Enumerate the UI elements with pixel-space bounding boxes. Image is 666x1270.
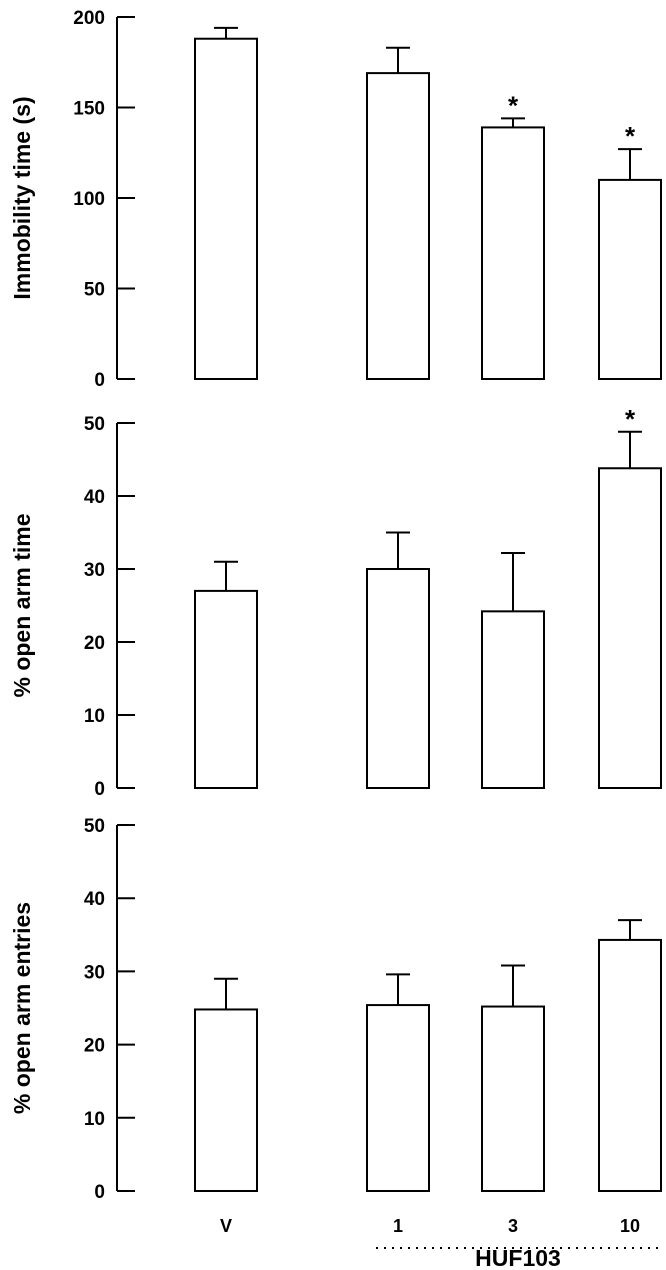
- y-tick-label: 100: [73, 189, 105, 210]
- group-label: HUF103: [475, 1245, 561, 1270]
- bar-10: [598, 938, 662, 1193]
- y-tick-label: 50: [84, 280, 105, 301]
- bar-3: [481, 1005, 545, 1193]
- panel-1: 0 50 100 150 200 Immobility time (s) * *: [9, 8, 662, 391]
- bar-1: [366, 72, 430, 381]
- y-tick-label: 50: [84, 414, 105, 435]
- y-tick-label: 200: [73, 8, 105, 29]
- bar-10: [598, 178, 662, 380]
- y-axis-label: Immobility time (s): [9, 96, 35, 299]
- bar-v: [194, 589, 258, 790]
- y-tick-label: 0: [94, 1182, 105, 1203]
- x-tick-label-10: 10: [620, 1216, 640, 1236]
- bar-3: [481, 610, 545, 790]
- y-tick-label: 20: [84, 633, 105, 654]
- bar-1: [366, 1004, 430, 1193]
- y-axis-label: % open arm entries: [9, 902, 35, 1114]
- x-axis-labels: V 1 3 10: [220, 1216, 640, 1236]
- bar-1: [366, 568, 430, 789]
- significance-marker-10: *: [625, 121, 636, 151]
- significance-marker-10: *: [625, 404, 636, 434]
- bar-10: [598, 467, 662, 789]
- y-axis-label: % open arm time: [9, 513, 35, 697]
- panel-3: 0 10 20 30 40 50 % open arm entries: [9, 816, 662, 1203]
- bar-v: [194, 37, 258, 380]
- significance-marker-3: *: [508, 90, 519, 120]
- y-tick-label: 30: [84, 560, 105, 581]
- y-tick-label: 10: [84, 1109, 105, 1130]
- y-tick-label: 50: [84, 816, 105, 837]
- bar-3: [481, 126, 545, 380]
- x-tick-label-3: 3: [508, 1216, 518, 1236]
- panel-2: 0 10 20 30 40 50 % open arm time *: [9, 404, 662, 800]
- y-tick-label: 40: [84, 487, 105, 508]
- y-tick-label: 40: [84, 889, 105, 910]
- y-tick-label: 0: [94, 779, 105, 800]
- bar-v: [194, 1008, 258, 1192]
- x-tick-label-1: 1: [393, 1216, 403, 1236]
- x-tick-label-v: V: [220, 1216, 232, 1236]
- y-tick-label: 0: [94, 370, 105, 391]
- y-tick-label: 20: [84, 1036, 105, 1057]
- y-tick-label: 150: [73, 99, 105, 120]
- y-tick-label: 30: [84, 962, 105, 983]
- y-tick-label: 10: [84, 706, 105, 727]
